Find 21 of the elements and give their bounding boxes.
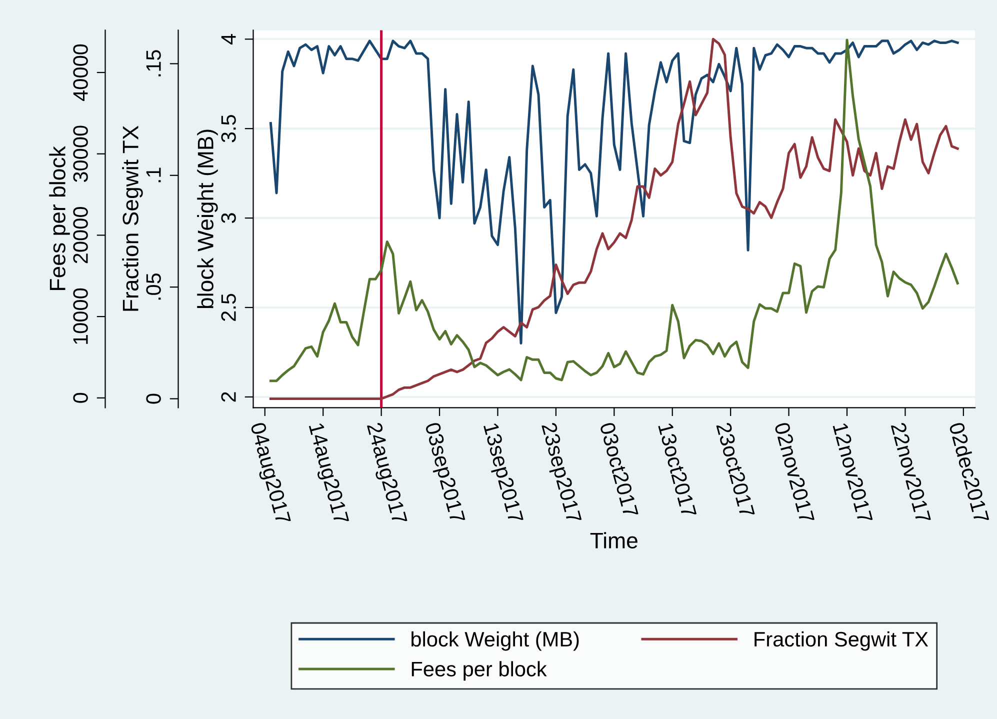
y3-tick-label: 0 — [73, 392, 88, 403]
y3-tick-label: 20000 — [73, 207, 88, 264]
legend-label: Fees per block — [412, 661, 547, 681]
y2-tick-label: .1 — [146, 168, 161, 182]
y-tick-label: 4 — [221, 34, 236, 44]
y-tick-label: 2 — [221, 392, 236, 402]
y3-tick-label: 30000 — [73, 126, 88, 182]
y2-tick-label: 0 — [146, 394, 161, 404]
y2-axis-title: Fraction Segwit TX — [122, 126, 143, 311]
y-axis-title: block Weight (MB) — [197, 130, 218, 308]
legend-label: Fraction Segwit TX — [754, 631, 928, 651]
y3-axis-title: Fees per block — [49, 146, 70, 290]
y2-tick-label: .15 — [146, 50, 161, 76]
y-tick-label: 2.5 — [221, 294, 236, 321]
y-tick-label: 3.5 — [221, 114, 236, 142]
y3-tick-label: 10000 — [73, 288, 88, 344]
legend-label: block Weight (MB) — [412, 631, 579, 651]
y-tick-label: 3 — [221, 213, 236, 224]
x-axis-title: Time — [590, 532, 638, 548]
y2-tick-label: .05 — [146, 273, 161, 300]
y3-tick-label: 40000 — [73, 44, 88, 101]
